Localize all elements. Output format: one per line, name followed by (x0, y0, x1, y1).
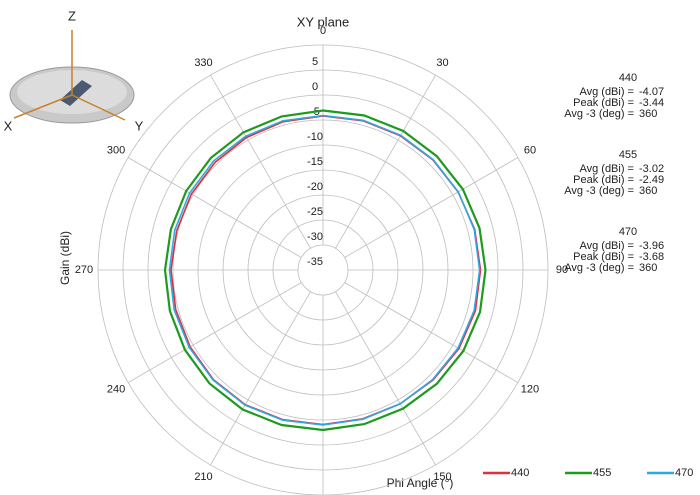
stats-value: -3.44 (639, 97, 664, 109)
stats-label: Avg (dBi) = (579, 163, 634, 175)
legend-label: 470 (675, 467, 693, 479)
r-tick-label: -30 (307, 231, 323, 243)
legend-label: 455 (593, 467, 611, 479)
stats-label: Peak (dBi) = (573, 97, 634, 109)
angle-label: 90 (556, 264, 568, 276)
r-tick-label: 0 (312, 81, 318, 93)
ring (172, 119, 474, 421)
ring (147, 94, 499, 446)
angle-label: 330 (194, 57, 212, 69)
stats-header: 470 (619, 226, 637, 238)
r-tick-label: -10 (307, 131, 323, 143)
stats-label: Avg -3 (deg) = (564, 262, 634, 274)
angle-label: 0 (320, 25, 326, 37)
stats-value: -2.49 (639, 174, 664, 186)
stats-label: Avg (dBi) = (579, 240, 634, 252)
stats-label: Avg (dBi) = (579, 86, 634, 98)
legend-label: 440 (511, 467, 529, 479)
angle-label: 270 (75, 264, 93, 276)
angle-label: 120 (521, 383, 539, 395)
stats-value: -3.68 (639, 251, 664, 263)
stats-value: -3.02 (639, 163, 664, 175)
antenna-icon: Z X Y (4, 8, 144, 133)
angle-label: 60 (524, 144, 536, 156)
stats-value: -3.96 (639, 240, 664, 252)
ring (122, 69, 524, 471)
angle-label: 300 (107, 144, 125, 156)
r-tick-label: -25 (307, 206, 323, 218)
ring (297, 244, 349, 296)
angle-label: 30 (436, 57, 448, 69)
icon-y-axis (71, 94, 126, 121)
series-line (163, 109, 487, 432)
y-axis-title: Gain (dBi) (58, 231, 72, 285)
ring (197, 144, 449, 396)
icon-x-axis (13, 94, 73, 119)
series-line (168, 114, 481, 426)
stats-header: 440 (619, 72, 637, 84)
angle-label: 150 (433, 471, 451, 483)
stats-label: Avg -3 (deg) = (564, 185, 634, 197)
icon-y-label: Y (135, 118, 144, 133)
stats-value: 360 (639, 185, 657, 197)
ring (222, 169, 424, 371)
r-tick-label: -20 (307, 181, 323, 193)
stats-label: Avg -3 (deg) = (564, 108, 634, 120)
stats-label: Peak (dBi) = (573, 251, 634, 263)
ring (247, 194, 399, 346)
stats-value: -4.07 (639, 86, 664, 98)
angle-label: 210 (194, 471, 212, 483)
ring (272, 219, 374, 321)
r-tick-label: -15 (307, 156, 323, 168)
chart-title: XY plane (297, 14, 350, 29)
stats-value: 360 (639, 262, 657, 274)
r-tick-label: -35 (307, 256, 323, 268)
icon-z-label: Z (68, 8, 76, 23)
angle-label: 240 (107, 383, 125, 395)
icon-antenna (60, 80, 92, 106)
icon-x-label: X (4, 118, 13, 133)
x-axis-title: Phi Angle (°) (387, 476, 454, 490)
r-tick-label: 5 (312, 56, 318, 68)
stats-header: 455 (619, 149, 637, 161)
stats-value: 360 (639, 108, 657, 120)
stats-label: Peak (dBi) = (573, 174, 634, 186)
